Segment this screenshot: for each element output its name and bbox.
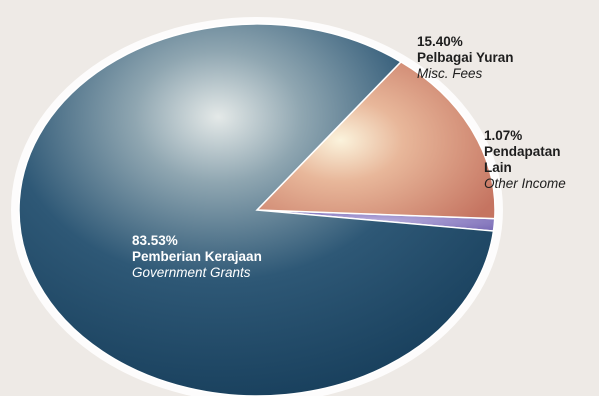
slice-name-en-misc-fees: Misc. Fees (417, 66, 483, 81)
slice-percent-misc-fees: 15.40% (417, 34, 463, 49)
slice-label-government-grants: 83.53% Pemberian Kerajaan Government Gra… (132, 233, 262, 281)
slice-percent-government-grants: 83.53% (132, 233, 178, 248)
slice-percent-other-income: 1.07% (484, 128, 523, 143)
slice-name-government-grants: Pemberian Kerajaan (132, 249, 262, 264)
slice-name-en-other-income: Other Income (484, 176, 566, 191)
slice-name-en-government-grants: Government Grants (132, 265, 251, 280)
slice-name-other-income: Pendapatan Lain (484, 144, 561, 175)
slice-misc-fees (255, 60, 496, 220)
slice-name-misc-fees: Pelbagai Yuran (417, 50, 514, 65)
slice-label-other-income: 1.07% Pendapatan Lain Other Income (484, 128, 584, 192)
slice-label-misc-fees: 15.40% Pelbagai Yuran Misc. Fees (417, 34, 514, 82)
slice-government-grants (18, 23, 495, 396)
